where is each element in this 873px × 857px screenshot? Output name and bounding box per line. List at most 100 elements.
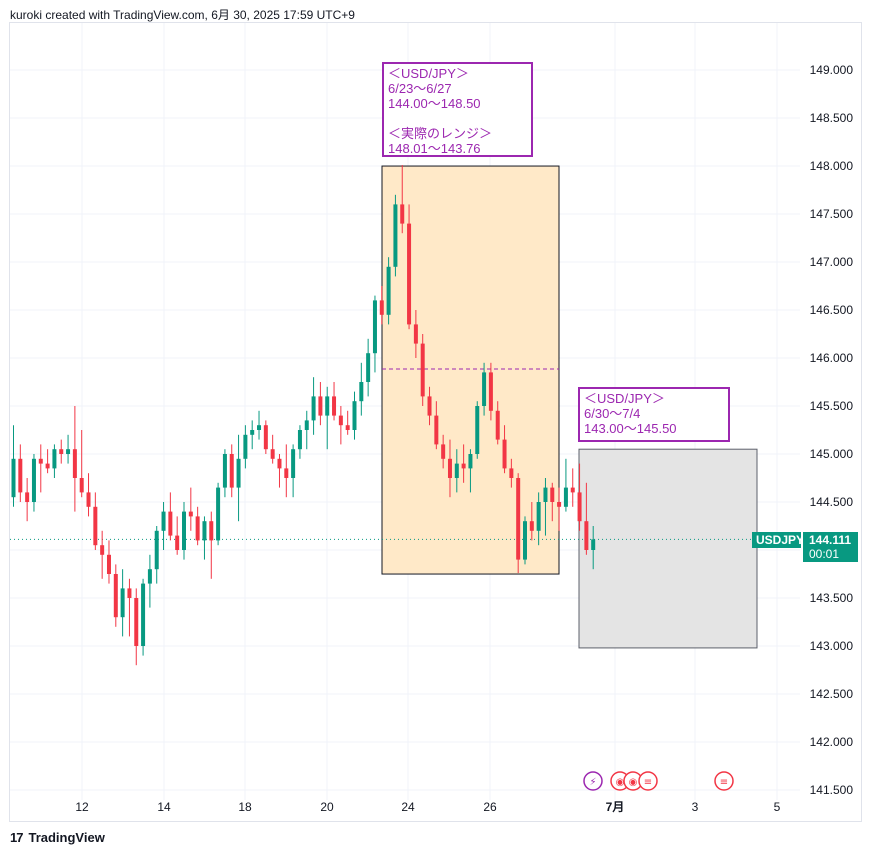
candle-body: [195, 516, 200, 541]
candle-body: [577, 492, 582, 522]
candle-body: [113, 574, 118, 618]
y-tick-label: 144.500: [810, 495, 854, 509]
candle-body: [591, 539, 596, 550]
candle-body: [345, 425, 350, 430]
y-tick-label: 141.500: [810, 783, 854, 797]
last-price-tag: 144.111 00:01: [803, 532, 858, 562]
candle-body: [45, 463, 50, 469]
candle-body: [93, 506, 98, 546]
us-flag-icon: [714, 771, 734, 791]
countdown-value: 00:01: [809, 547, 840, 561]
candle-body: [359, 382, 364, 402]
tradingview-brand: TradingView: [28, 830, 105, 845]
y-tick-label: 147.000: [810, 255, 854, 269]
lightning-icon-glyph: ⚡: [589, 777, 596, 788]
candle-body: [420, 343, 425, 397]
candle-body: [509, 468, 514, 478]
candle-body: [216, 487, 221, 541]
candle-body: [229, 454, 234, 488]
candle-body: [441, 444, 446, 459]
candle-body: [454, 463, 459, 478]
y-tick-label: 145.500: [810, 399, 854, 413]
candle-body: [447, 458, 452, 478]
forecast-range-box: [578, 448, 758, 649]
candle-body: [325, 396, 330, 416]
candle-body: [543, 487, 548, 502]
y-tick-label: 143.000: [810, 639, 854, 653]
candle-body: [557, 502, 562, 507]
y-tick-label: 143.500: [810, 591, 854, 605]
us-flag-icon-glyph: ≡: [720, 777, 728, 788]
candle-body: [18, 458, 23, 493]
chart-attribution: kuroki created with TradingView.com, 6月 …: [10, 8, 355, 22]
y-tick-label: 146.000: [810, 351, 854, 365]
candle-body: [468, 454, 473, 469]
us-flag-icon: [638, 771, 658, 791]
tradingview-logo-icon: 17: [10, 830, 24, 845]
candle-body: [584, 521, 589, 550]
candle-body: [250, 430, 255, 435]
candle-body: [168, 511, 173, 536]
candle-body: [393, 204, 398, 267]
x-tick-label: 7月: [606, 800, 625, 814]
candle-body: [86, 492, 91, 507]
candle-body: [563, 487, 568, 507]
candle-body: [134, 598, 139, 646]
candle-body: [79, 478, 84, 493]
candle-body: [372, 300, 377, 354]
lightning-icon: [583, 771, 603, 791]
candle-body: [52, 449, 57, 469]
candle-body: [482, 372, 487, 406]
x-tick-label: 24: [401, 800, 415, 814]
candle-body: [59, 449, 64, 454]
candle-body: [182, 511, 186, 550]
y-tick-label: 148.000: [810, 159, 854, 173]
candle-body: [338, 415, 343, 426]
x-tick-label: 12: [75, 800, 89, 814]
candle-body: [202, 521, 207, 541]
candle-body: [161, 511, 166, 531]
actual-range-box: [381, 165, 560, 575]
x-tick-label: 18: [238, 800, 252, 814]
chart-frame: [9, 22, 862, 822]
flag-icon-glyph: ◉: [629, 777, 638, 788]
candle-body: [209, 521, 214, 541]
candle-body: [72, 449, 77, 478]
candle-body: [352, 401, 357, 430]
candle-body: [304, 420, 309, 430]
annotation-week2[interactable]: ＜USD/JPY＞ 6/30〜7/4 143.00〜145.50: [578, 387, 730, 442]
candle-body: [427, 396, 432, 416]
candle-body: [127, 588, 132, 598]
candle-body: [270, 449, 275, 459]
candle-body: [154, 530, 159, 570]
candle-body: [284, 468, 289, 478]
candle-body: [318, 396, 323, 416]
annotation-week1[interactable]: ＜USD/JPY＞ 6/23〜6/27 144.00〜148.50 ＜実際のレン…: [382, 62, 533, 157]
y-tick-label: 147.500: [810, 207, 854, 221]
candle-body: [147, 569, 152, 584]
candle-body: [120, 588, 125, 618]
us-flag-icon-glyph: ≡: [644, 777, 652, 788]
y-tick-label: 149.000: [810, 63, 854, 77]
y-tick-label: 142.500: [810, 687, 854, 701]
tradingview-logo[interactable]: 17 TradingView: [10, 830, 105, 845]
candle-body: [516, 478, 521, 560]
x-tick-label: 5: [774, 800, 781, 814]
x-tick-label: 26: [483, 800, 497, 814]
candle-body: [257, 425, 262, 430]
y-tick-label: 145.000: [810, 447, 854, 461]
candle-body: [434, 415, 439, 445]
candle-body: [141, 583, 146, 646]
candle-body: [236, 458, 241, 488]
candle-body: [38, 458, 43, 464]
symbol-tag-label: USDJPY: [756, 533, 805, 547]
candle-body: [31, 458, 36, 502]
last-price-value: 144.111: [809, 533, 852, 547]
candle-body: [488, 372, 493, 411]
candle-body: [523, 521, 527, 560]
candle-body: [400, 204, 405, 224]
candle-body: [379, 300, 384, 315]
candle-body: [263, 425, 268, 450]
candle-body: [502, 439, 507, 469]
